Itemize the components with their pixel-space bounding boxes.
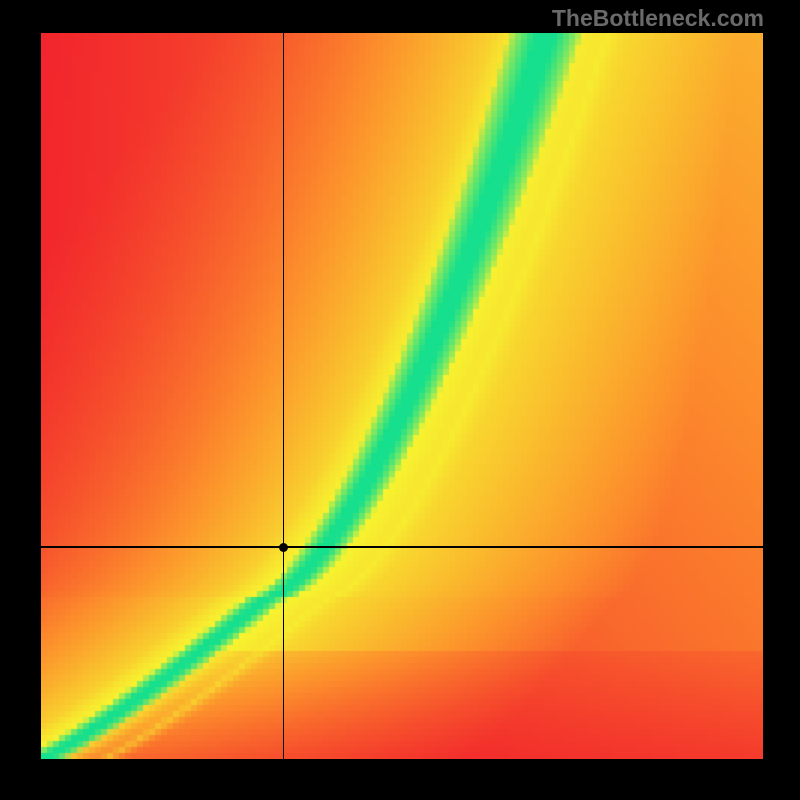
crosshair-vertical (283, 33, 284, 759)
chart-container: TheBottleneck.com (0, 0, 800, 800)
heatmap-canvas (41, 33, 763, 759)
watermark-text: TheBottleneck.com (552, 5, 764, 32)
crosshair-horizontal (41, 546, 763, 547)
crosshair-marker (279, 543, 288, 552)
